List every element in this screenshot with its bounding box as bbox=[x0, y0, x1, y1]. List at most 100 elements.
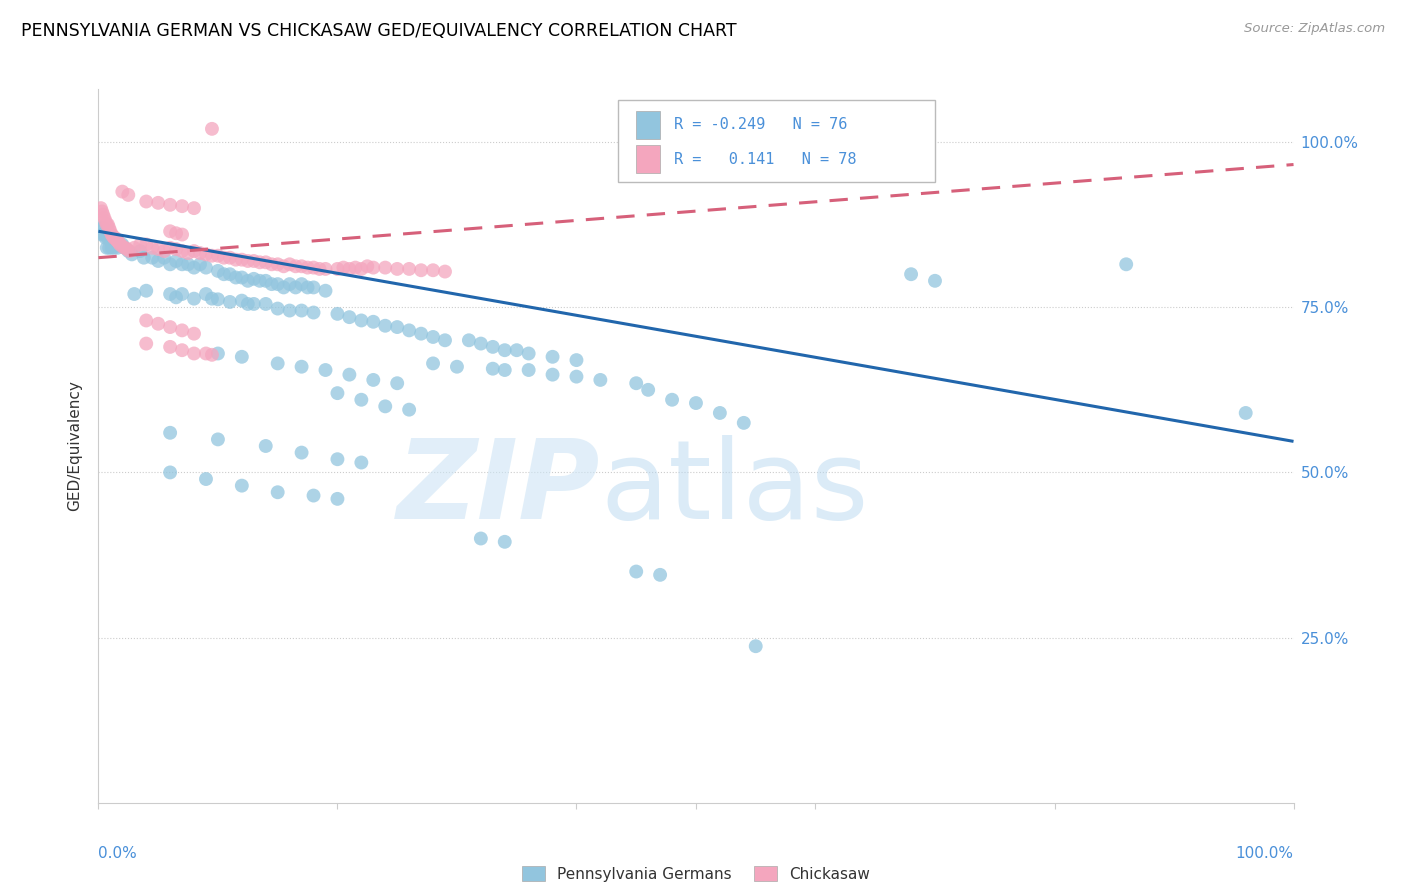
Point bbox=[481, 340, 505, 354]
Point bbox=[517, 363, 540, 377]
Point bbox=[344, 260, 367, 275]
Text: 100.0%: 100.0% bbox=[1236, 846, 1294, 861]
Point bbox=[278, 257, 301, 271]
Point bbox=[183, 260, 205, 275]
Point bbox=[236, 254, 259, 268]
Point bbox=[374, 260, 396, 275]
Point bbox=[183, 326, 205, 341]
Point bbox=[733, 416, 755, 430]
Point bbox=[363, 373, 385, 387]
Point bbox=[108, 237, 131, 252]
Point bbox=[201, 292, 224, 306]
Text: R = -0.249   N = 76: R = -0.249 N = 76 bbox=[675, 118, 848, 132]
Point bbox=[107, 241, 129, 255]
Point bbox=[626, 376, 648, 391]
Point bbox=[194, 247, 218, 261]
Point bbox=[315, 284, 337, 298]
Point bbox=[1234, 406, 1257, 420]
Point bbox=[135, 194, 157, 209]
Point bbox=[148, 195, 170, 210]
Point bbox=[363, 315, 385, 329]
Point bbox=[411, 263, 433, 277]
Point bbox=[249, 255, 271, 269]
Point bbox=[129, 244, 152, 258]
Point bbox=[446, 359, 468, 374]
Point bbox=[541, 368, 564, 382]
Point bbox=[494, 343, 516, 358]
Point bbox=[374, 318, 396, 333]
Point bbox=[153, 251, 176, 265]
Point bbox=[124, 241, 146, 255]
Point bbox=[297, 280, 319, 294]
Point bbox=[231, 252, 253, 267]
Point bbox=[194, 287, 218, 301]
Point bbox=[121, 247, 143, 261]
Point bbox=[637, 383, 659, 397]
Point bbox=[219, 267, 242, 281]
Point bbox=[374, 400, 396, 414]
Point bbox=[111, 239, 134, 253]
Point bbox=[326, 261, 349, 276]
Point bbox=[273, 280, 295, 294]
Point bbox=[422, 356, 444, 370]
Point bbox=[188, 246, 211, 260]
Point bbox=[260, 257, 283, 271]
Point bbox=[212, 267, 235, 281]
Point bbox=[194, 346, 218, 360]
Point bbox=[141, 251, 163, 265]
Point bbox=[350, 392, 373, 407]
Point bbox=[107, 235, 129, 250]
Point bbox=[411, 326, 433, 341]
Point bbox=[105, 233, 128, 247]
Point bbox=[94, 231, 117, 245]
Point bbox=[236, 274, 259, 288]
Point bbox=[159, 257, 181, 271]
Point bbox=[398, 261, 420, 276]
Point bbox=[129, 237, 152, 252]
Text: R =   0.141   N = 78: R = 0.141 N = 78 bbox=[675, 152, 858, 167]
Point bbox=[172, 343, 194, 358]
Point bbox=[207, 293, 229, 307]
Point bbox=[398, 323, 420, 337]
Point bbox=[148, 317, 170, 331]
Legend: Pennsylvania Germans, Chickasaw: Pennsylvania Germans, Chickasaw bbox=[516, 860, 876, 888]
Point bbox=[100, 241, 122, 255]
Point bbox=[315, 261, 337, 276]
Point bbox=[96, 241, 118, 255]
Point bbox=[267, 485, 290, 500]
Point bbox=[148, 242, 170, 256]
Point bbox=[517, 346, 540, 360]
Point bbox=[302, 305, 325, 319]
Point bbox=[685, 396, 707, 410]
Point bbox=[177, 257, 200, 271]
Point bbox=[207, 249, 229, 263]
Point bbox=[135, 237, 157, 252]
Point bbox=[153, 244, 176, 258]
Point bbox=[101, 237, 124, 252]
Point bbox=[219, 251, 242, 265]
FancyBboxPatch shape bbox=[619, 100, 935, 182]
Point bbox=[91, 227, 114, 242]
Point bbox=[273, 260, 295, 274]
Point bbox=[339, 261, 360, 276]
Point bbox=[267, 257, 290, 271]
Point bbox=[117, 244, 139, 258]
Point bbox=[254, 297, 277, 311]
Point bbox=[332, 260, 354, 275]
Point bbox=[385, 261, 409, 276]
Point bbox=[93, 211, 115, 225]
Point bbox=[302, 260, 325, 275]
Point bbox=[165, 290, 187, 304]
Point bbox=[194, 260, 218, 275]
Point bbox=[135, 313, 157, 327]
Point bbox=[90, 221, 112, 235]
Point bbox=[308, 261, 330, 276]
Point bbox=[114, 241, 136, 255]
Point bbox=[135, 336, 157, 351]
Point bbox=[97, 218, 120, 232]
Point bbox=[291, 277, 314, 292]
Point bbox=[231, 478, 253, 492]
FancyBboxPatch shape bbox=[637, 145, 661, 173]
Point bbox=[159, 466, 181, 480]
Point bbox=[589, 373, 612, 387]
